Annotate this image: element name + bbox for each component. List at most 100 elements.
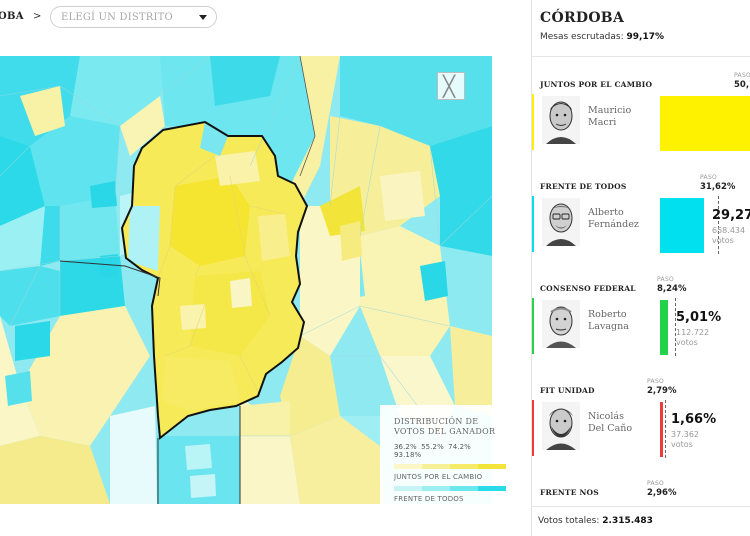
candidate-name: Mauricio Macri [588,105,631,129]
candidate-last-name: Fernández [588,219,639,230]
results-panel: CÓRDOBA Mesas escrutadas: 99,17% JUNTOS … [532,0,750,536]
paso-marker [718,196,719,254]
election-map[interactable]: ╳ [0,56,492,504]
breadcrumb-province[interactable]: OBA [0,11,24,22]
legend-tick: 36.2% [394,443,417,451]
scale-step [394,486,422,491]
paso-value: 31,62% [700,182,736,192]
mesas-value: 99,17% [626,32,665,42]
party-color-line [532,94,534,150]
total-votes-value: 2.315.483 [602,516,653,526]
legend-tick: 55.2% [421,443,444,451]
candidate-first-name: Alberto [588,207,624,218]
total-votes: Votos totales: 2.315.483 [538,516,653,526]
paso-label: PASO [657,276,675,283]
legend-scale-cyan [394,486,506,491]
paso-marker [675,298,676,356]
candidate-last-name: Del Caño [588,423,633,434]
scale-step [394,464,422,469]
district-select-placeholder: ELEGÍ UN DISTRITO [61,12,173,23]
result-bar [660,198,704,253]
candidate-portrait [542,198,580,246]
paso-label: PASO [734,72,750,79]
scale-step [422,486,450,491]
candidate-last-name: Lavagna [588,321,629,332]
candidate-first-name: Nicolás [588,411,624,422]
result-votes: 658.434 votos [712,226,745,246]
paso-value: 50,12% [734,80,750,90]
votes-count: 658.434 [712,226,746,235]
party-color-line [532,400,534,456]
district-select[interactable]: ELEGÍ UN DISTRITO [50,6,217,28]
mesas-escrutadas: Mesas escrutadas: 99,17% [540,32,664,42]
result-bar [660,300,668,355]
party-color-line [532,196,534,252]
party-name: FRENTE DE TODOS [540,182,627,191]
scale-step [478,464,506,469]
close-map-button[interactable]: ╳ [437,72,465,100]
legend-title-line2: VOTOS DEL GANADOR [394,427,496,436]
candidate-portrait [542,402,580,450]
province-title: CÓRDOBA [540,10,625,26]
candidate-portrait [542,96,580,144]
legend-ticks: 36.2% 55.2% 74.2% 93.18% [394,443,500,459]
result-bar [660,402,663,457]
result-bar [660,96,750,151]
top-bar: OBA > ELEGÍ UN DISTRITO [0,0,530,36]
legend-title-line1: DISTRIBUCIÓN DE [394,417,479,426]
paso-label: PASO [700,174,718,181]
party-row[interactable]: FRENTE DE TODOS Alberto Fernández PASO 3… [532,174,750,282]
votes-label: votos [676,338,698,347]
separator [532,56,750,57]
party-row[interactable]: CONSENSO FEDERAL Roberto Lavagna PASO 8,… [532,276,750,384]
result-percent: 29,27 [712,208,750,223]
party-row[interactable]: FIT UNIDAD Nicolás Del Caño PASO 2,79% 1… [532,378,750,486]
party-name: FRENTE NOS [540,488,599,497]
result-percent: 1,66% [671,412,717,427]
candidate-first-name: Roberto [588,309,627,320]
result-votes: 112.722 votos [676,328,709,348]
chevron-down-icon [199,15,207,20]
scale-step [422,464,450,469]
paso-marker [665,400,666,458]
close-icon: ╳ [443,74,456,98]
result-percent: 5,01% [676,310,722,325]
party-row[interactable]: FRENTE NOS PASO 2,96% [532,480,750,506]
panel-divider [531,0,532,536]
votes-count: 37.362 [671,430,699,439]
scale-step [478,486,506,491]
legend-tick: 74.2% [448,443,471,451]
party-name: JUNTOS POR EL CAMBIO [540,80,653,89]
candidate-portrait [542,300,580,348]
candidate-name: Roberto Lavagna [588,309,629,333]
party-name: FIT UNIDAD [540,386,595,395]
breadcrumb-separator: > [33,11,42,22]
legend-tick: 93.18% [394,451,422,459]
candidate-name: Alberto Fernández [588,207,639,231]
party-row[interactable]: JUNTOS POR EL CAMBIO Mauricio Macri PASO… [532,72,750,180]
result-votes: 37.362 votos [671,430,699,450]
map-canvas[interactable] [0,56,492,504]
legend-party2: FRENTE DE TODOS [394,495,464,503]
legend-party1: JUNTOS POR EL CAMBIO [394,473,483,481]
map-legend: DISTRIBUCIÓN DE VOTOS DEL GANADOR 36.2% … [380,405,512,505]
votes-label: votos [712,236,734,245]
separator [532,506,750,507]
candidate-first-name: Mauricio [588,105,632,116]
paso-value: 2,96% [647,488,677,498]
paso-label: PASO [647,480,665,487]
paso-label: PASO [647,378,665,385]
paso-value: 8,24% [657,284,687,294]
scale-step [450,486,478,491]
votes-count: 112.722 [676,328,710,337]
votes-label: votos [671,440,693,449]
paso-value: 2,79% [647,386,677,396]
mesas-label: Mesas escrutadas: [540,32,624,42]
party-color-line [532,298,534,354]
candidate-name: Nicolás Del Caño [588,411,632,435]
scale-step [450,464,478,469]
party-name: CONSENSO FEDERAL [540,284,636,293]
total-votes-label: Votos totales: [538,516,600,526]
legend-scale-yellow [394,464,506,469]
candidate-last-name: Macri [588,117,617,128]
